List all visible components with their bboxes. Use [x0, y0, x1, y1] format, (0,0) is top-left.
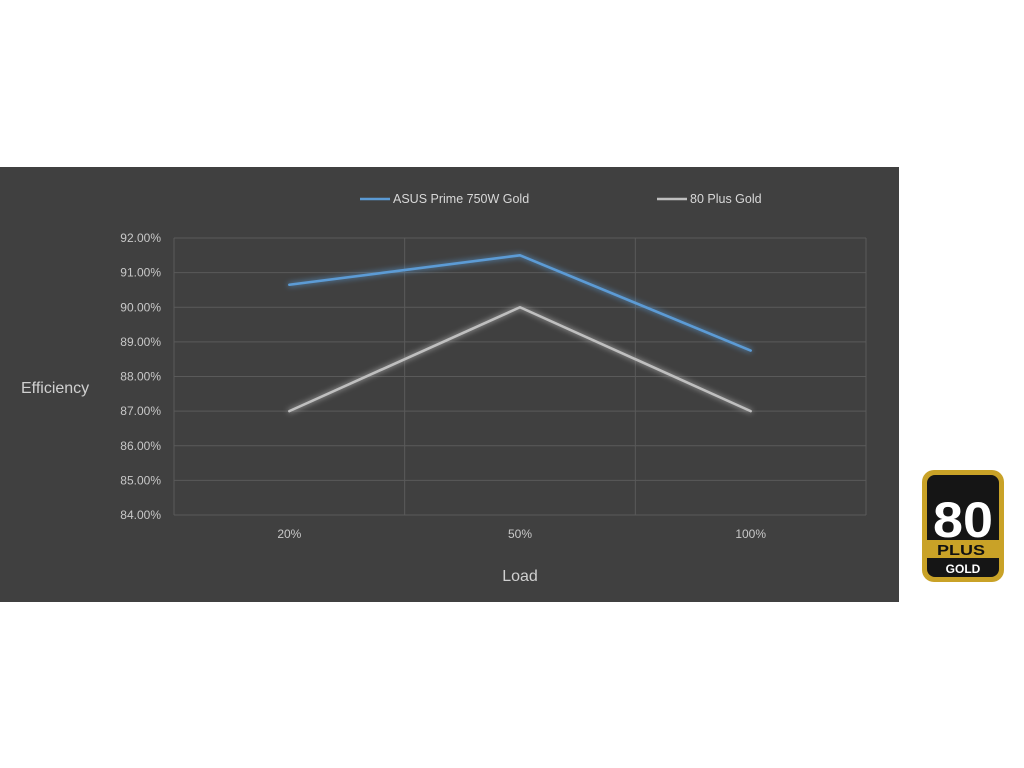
- y-tick-label: 87.00%: [120, 404, 161, 418]
- badge-plus-band: [927, 540, 999, 558]
- legend: ASUS Prime 750W Gold 80 Plus Gold: [360, 192, 762, 206]
- y-axis-ticks: 84.00% 85.00% 86.00% 87.00% 88.00% 89.00% 90.0…: [120, 231, 161, 522]
- y-tick-label: 84.00%: [120, 508, 161, 522]
- badge-tier: GOLD: [946, 562, 981, 576]
- y-tick-label: 88.00%: [120, 370, 161, 384]
- x-tick-label: 100%: [735, 527, 766, 541]
- legend-label: ASUS Prime 750W Gold: [393, 192, 529, 206]
- x-axis-title: Load: [502, 568, 538, 585]
- badge-plus: PLUS: [937, 542, 985, 559]
- y-tick-label: 85.00%: [120, 473, 161, 487]
- y-tick-label: 92.00%: [120, 231, 161, 245]
- x-tick-label: 50%: [508, 527, 532, 541]
- x-axis-ticks: 20% 50% 100%: [277, 527, 766, 541]
- y-tick-label: 89.00%: [120, 335, 161, 349]
- grid-layer: [173, 237, 867, 516]
- x-tick-label: 20%: [277, 527, 301, 541]
- series-layer: [288, 254, 752, 413]
- y-tick-label: 86.00%: [120, 439, 161, 453]
- y-tick-label: 91.00%: [120, 266, 161, 280]
- chart-panel: 84.00% 85.00% 86.00% 87.00% 88.00% 89.00% 90.0…: [0, 167, 899, 602]
- badge-number: 80: [933, 492, 993, 548]
- series-line-0: [288, 254, 752, 352]
- legend-label: 80 Plus Gold: [690, 192, 762, 206]
- 80-plus-gold-logo: 80 PLUS GOLD: [921, 469, 1005, 583]
- y-axis-title: Efficiency: [21, 380, 89, 397]
- efficiency-chart: 84.00% 85.00% 86.00% 87.00% 88.00% 89.00% 90.0…: [21, 192, 867, 585]
- y-tick-label: 90.00%: [120, 300, 161, 314]
